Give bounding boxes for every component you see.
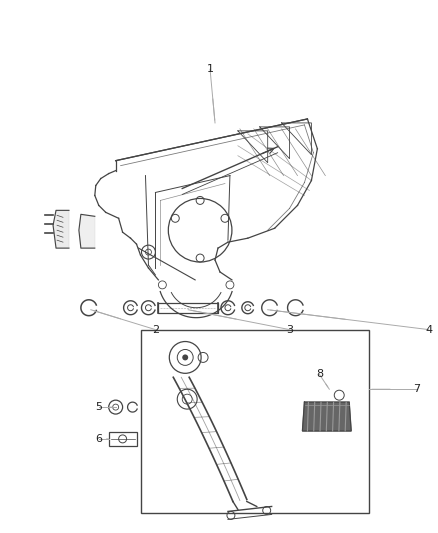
Polygon shape [79, 214, 95, 248]
Text: 2: 2 [152, 325, 159, 335]
Polygon shape [303, 402, 351, 431]
Bar [159, 303, 218, 313]
Text: 5: 5 [95, 402, 102, 412]
Text: 4: 4 [425, 325, 432, 335]
Bar [141, 329, 369, 513]
Polygon shape [53, 211, 69, 248]
Text: 6: 6 [95, 434, 102, 444]
Text: 3: 3 [286, 325, 293, 335]
Text: 1: 1 [207, 64, 214, 74]
Text: 7: 7 [413, 384, 420, 394]
Text: 8: 8 [316, 369, 323, 379]
Bar [109, 432, 137, 446]
Circle shape [182, 354, 188, 360]
